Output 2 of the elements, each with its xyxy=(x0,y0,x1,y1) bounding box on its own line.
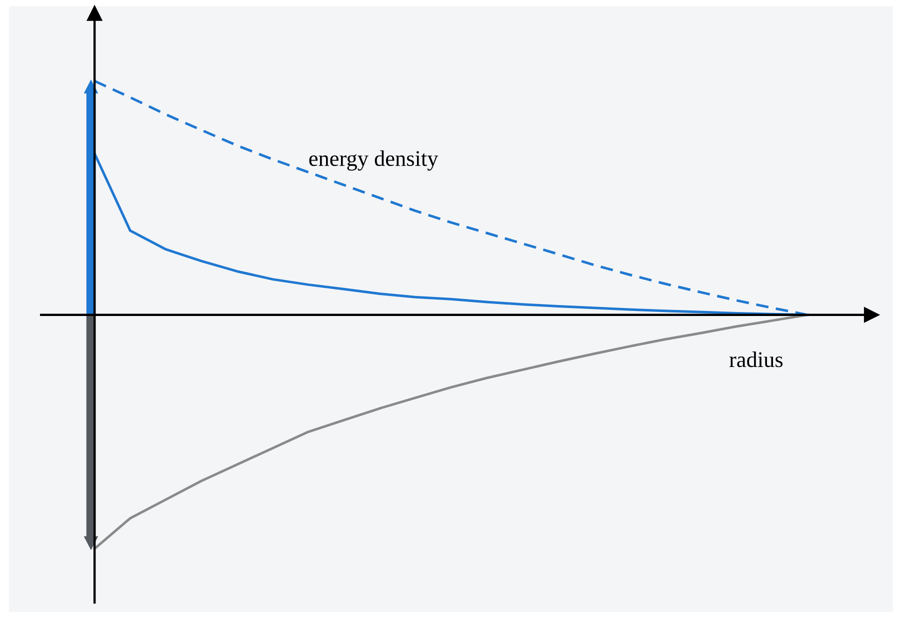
x-axis-title: radius xyxy=(729,352,783,368)
annotation: energy density xyxy=(309,150,438,171)
